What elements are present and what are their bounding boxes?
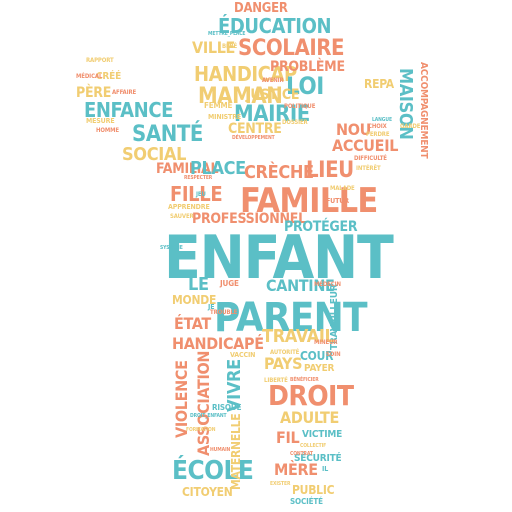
- word-pays: PAYS: [264, 354, 303, 373]
- word-rapport: RAPPORT: [86, 57, 114, 64]
- word-nous: NOU: [336, 120, 372, 139]
- word-developpement: DÉVELOPPEMENT: [232, 135, 275, 141]
- word-trouble: TROUBLE: [210, 309, 238, 316]
- word-apprendre: APPRENDRE: [168, 203, 210, 211]
- word-pere: PÈRE: [76, 85, 112, 101]
- word-education: ÉDUCATION: [218, 14, 332, 38]
- word-perdre: PERDRE: [366, 131, 390, 138]
- word-sante: SANTÉ: [132, 122, 203, 147]
- word-famille: FAMILLE: [240, 181, 378, 221]
- word-loi: LOI: [286, 72, 324, 100]
- word-accompagnement: ACCOMPAGNEMENT: [418, 62, 429, 159]
- word-travail: TRAVAIL: [262, 326, 335, 347]
- word-enfance: ENFANCE: [84, 98, 174, 122]
- word-public: PUBLIC: [292, 483, 335, 497]
- word-citoyen: CITOYEN: [182, 485, 233, 499]
- word-association: ASSOCIATION: [194, 350, 213, 456]
- word-etat: ÉTAT: [174, 314, 211, 333]
- word-juge: JUGE: [220, 279, 239, 288]
- word-cantine: CANTINE: [266, 276, 335, 295]
- word-langue: LANGUE: [372, 117, 392, 123]
- word-justice: JUSTICE: [246, 87, 300, 103]
- word-medical: MÉDICAL: [76, 73, 103, 80]
- word-handicap: HANDICAP: [194, 62, 297, 86]
- word-centre: CENTRE: [228, 121, 282, 137]
- word-creche: CRÈCHE: [244, 162, 314, 183]
- word-familial: FAMILIAL: [156, 161, 219, 177]
- word-collectif: COLLECTIF: [300, 443, 327, 449]
- word-mesure: MESURE: [86, 117, 115, 125]
- word-futur: FUTUR: [326, 197, 349, 205]
- word-social: SOCIAL: [122, 144, 187, 165]
- word-victime: VICTIME: [302, 429, 343, 440]
- word-ville: VILLE: [192, 38, 236, 57]
- word-interet: INTÉRÊT: [356, 165, 381, 172]
- word-systeme: SYSTÈME: [160, 245, 183, 251]
- word-maman: MAMAN: [198, 84, 283, 109]
- word-le: LE: [188, 274, 209, 295]
- word-parent: PARENT: [214, 295, 368, 341]
- word-fil: FIL: [276, 428, 300, 447]
- word-danger: DANGER: [234, 1, 288, 16]
- word-droit-enfant: DROIT_ENFANT: [190, 413, 227, 419]
- word-professionnel: PROFESSIONNEL: [192, 211, 306, 227]
- word-securite: SÉCURITÉ: [294, 453, 342, 464]
- word-risque: RISQUE: [212, 403, 242, 412]
- word-place: PLACE: [190, 158, 246, 179]
- word-handicape: HANDICAPÉ: [172, 334, 264, 353]
- word-contrat: CONTRAT: [290, 451, 313, 457]
- word-garde: GARDE: [400, 123, 421, 130]
- word-maternelle: MATERNELLE: [229, 413, 243, 490]
- word-soin: SOIN: [326, 351, 341, 358]
- word-scolaire: SCOLAIRE: [238, 36, 345, 61]
- word-societe: SOCIÉTÉ: [290, 497, 323, 506]
- word-jeu: JEU: [196, 191, 206, 198]
- word-droit: DROIT: [268, 379, 354, 412]
- word-politique: POLITIQUE: [284, 103, 316, 110]
- word-homme: HOMME: [96, 127, 119, 134]
- word-adulte: ADULTE: [280, 408, 340, 427]
- word-avenir: AVENIR: [262, 77, 284, 84]
- word-enfant: ENFANT: [164, 223, 394, 293]
- word-ecole: ÉCOLE: [172, 456, 254, 486]
- word-fille: FILLE: [170, 182, 223, 206]
- word-difficulte: DIFFICULTÉ: [354, 155, 387, 162]
- word-dossier: DOSSIER: [282, 119, 308, 126]
- word-medecin: MÉDECIN: [314, 281, 341, 288]
- word-malade: MALADE: [330, 185, 355, 192]
- word-bebe: BÉBÉ: [222, 43, 238, 50]
- word-je: JE: [208, 303, 215, 311]
- word-proteger: PROTÉGER: [284, 219, 358, 235]
- word-formation: FORMATION: [186, 427, 216, 433]
- word-il: IL: [322, 465, 329, 473]
- word-femme: FEMME: [204, 101, 233, 110]
- word-monde: MONDE: [172, 293, 217, 307]
- word-ministre: MINISTRE: [208, 113, 242, 121]
- word-sauver: SAUVER: [170, 213, 194, 220]
- word-beneficier: BÉNÉFICIER: [290, 377, 319, 383]
- word-autorite: AUTORITÉ: [270, 349, 300, 356]
- word-cours: COUR: [300, 349, 334, 363]
- word-choix: CHOIX: [368, 123, 387, 130]
- word-exister: EXISTER: [270, 481, 291, 487]
- word-accueil: ACCUEIL: [332, 136, 399, 155]
- word-vaccin: VACCIN: [230, 351, 256, 359]
- word-probleme: PROBLÈME: [270, 59, 345, 75]
- word-mairie: MAIRIE: [234, 102, 310, 127]
- word-humain: HUMAIN: [210, 447, 231, 453]
- word-mettre-place: METTRE_PLACE: [208, 31, 246, 37]
- word-mere: MÈRE: [274, 460, 318, 479]
- word-cree: CRÉÉ: [96, 71, 122, 82]
- word-affaire: AFFAIRE: [112, 89, 137, 96]
- word-liberte: LIBERTÉ: [264, 377, 288, 384]
- word-repas: REPA: [364, 77, 394, 91]
- word-respecter: RESPECTER: [184, 175, 213, 181]
- word-lieu: LIEU: [306, 158, 354, 183]
- word-mineur: MINEUR: [314, 339, 338, 346]
- word-payer: PAYER: [304, 363, 335, 374]
